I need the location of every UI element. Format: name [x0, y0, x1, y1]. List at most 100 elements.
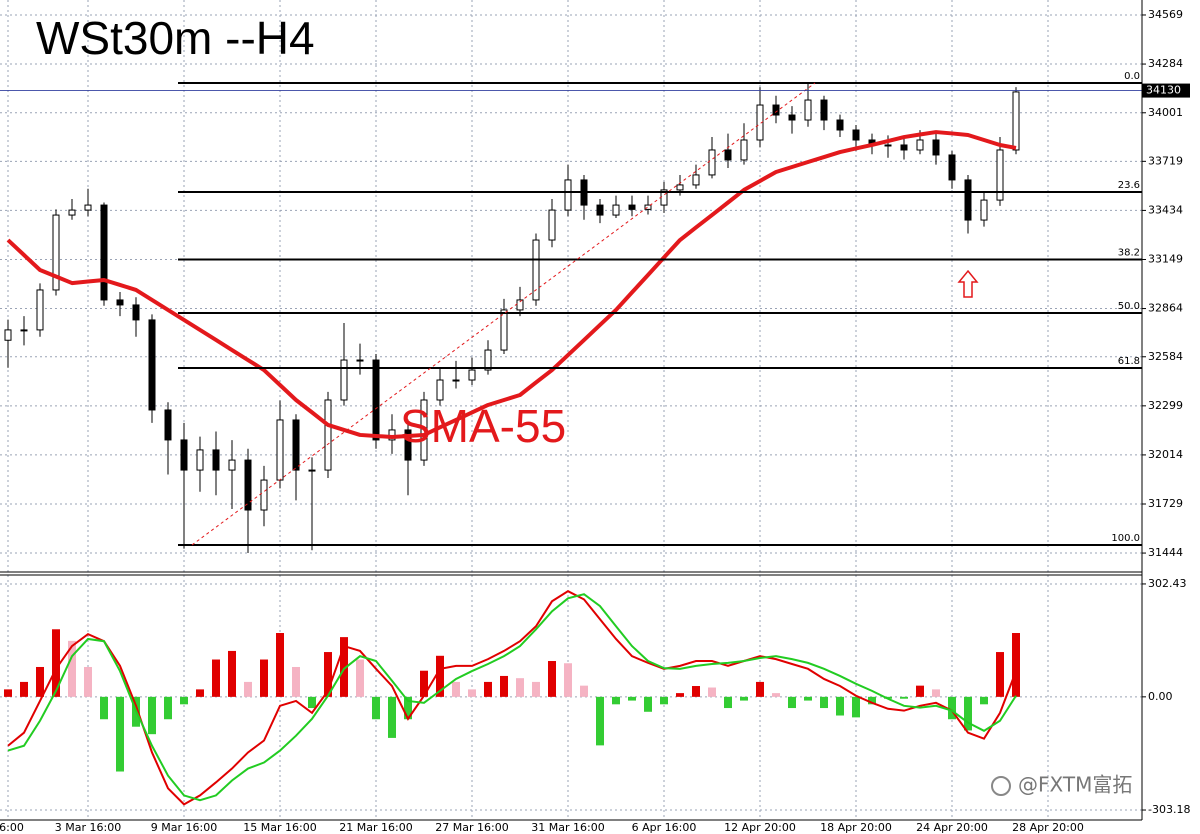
candle-body — [820, 99, 828, 121]
candle-body — [260, 479, 268, 511]
candle-body — [468, 369, 476, 381]
histogram-bar — [260, 659, 268, 697]
candle-body — [212, 449, 220, 471]
histogram-bar — [164, 696, 172, 720]
histogram-bar — [36, 666, 44, 697]
histogram-bar — [564, 663, 572, 697]
histogram-bar — [100, 696, 108, 720]
candle-body — [4, 329, 12, 341]
candle-body — [196, 449, 204, 471]
candle-body — [532, 239, 540, 301]
candle-body — [724, 149, 732, 161]
mark-layer — [0, 81, 1142, 806]
y-tick-label: 0.00 — [1148, 690, 1173, 703]
y-tick-label: 33719 — [1148, 154, 1183, 167]
histogram-bar — [500, 675, 508, 697]
histogram-bar — [308, 696, 316, 709]
indicator-line — [7, 593, 1017, 802]
candle-body — [884, 144, 892, 147]
histogram-bar — [52, 629, 60, 697]
candle-body — [68, 209, 76, 216]
histogram-bar — [324, 652, 332, 697]
x-tick-label: 21 Mar 16:00 — [339, 821, 412, 834]
price-tag-label: 34130 — [1146, 84, 1181, 97]
watermark-icon — [991, 776, 1011, 796]
candle-body — [100, 204, 108, 301]
histogram-bar — [532, 681, 540, 697]
histogram-bar — [212, 659, 220, 697]
fib-label: 100.0 — [1111, 533, 1140, 544]
histogram-bar — [612, 696, 620, 705]
histogram-bar — [372, 696, 380, 720]
histogram-bar — [868, 696, 876, 705]
histogram-bar — [660, 696, 668, 705]
candle-body — [900, 144, 908, 151]
histogram-bar — [68, 640, 76, 697]
candle-body — [356, 359, 364, 362]
candle-body — [340, 359, 348, 401]
candle-body — [740, 139, 748, 161]
y-tick-label: 33149 — [1148, 252, 1183, 265]
candle-body — [180, 439, 188, 471]
candle-body — [372, 359, 380, 441]
candle-body — [612, 204, 620, 216]
histogram-bar — [596, 696, 604, 746]
histogram-bar — [916, 685, 924, 697]
candle-body — [36, 289, 44, 331]
y-tick-label: 32864 — [1148, 302, 1183, 315]
histogram-bar — [292, 666, 300, 697]
candle-body — [148, 319, 156, 411]
histogram-bar — [404, 696, 412, 720]
histogram-bar — [356, 659, 364, 697]
x-tick-label: 31 Mar 16:00 — [531, 821, 604, 834]
fib-label: 0.0 — [1124, 71, 1140, 82]
up-arrow — [957, 269, 979, 298]
y-tick-label: 302.43 — [1148, 577, 1187, 590]
histogram-bar — [980, 696, 988, 705]
histogram-bar — [756, 681, 764, 697]
histogram-bar — [1012, 633, 1020, 697]
histogram-bar — [628, 696, 636, 701]
candle-body — [964, 179, 972, 221]
histogram-bar — [452, 681, 460, 697]
watermark-circle — [991, 776, 1011, 796]
candle-body — [516, 299, 524, 311]
histogram-bar — [804, 696, 812, 701]
candle-body — [20, 329, 28, 332]
candle-body — [596, 204, 604, 216]
histogram-bar — [996, 652, 1004, 697]
x-tick-label: 16:00 — [0, 821, 24, 834]
candle-body — [932, 139, 940, 156]
histogram-bar — [276, 633, 284, 697]
histogram-bar — [516, 678, 524, 697]
candle-body — [948, 154, 956, 181]
x-tick-label: 24 Apr 20:00 — [916, 821, 988, 834]
candle-body — [484, 349, 492, 371]
candle-body — [308, 469, 316, 472]
sma-line — [6, 130, 1017, 440]
histogram-bar — [852, 696, 860, 718]
histogram-bar — [20, 681, 28, 697]
histogram-bar — [676, 693, 684, 697]
candle-body — [676, 184, 684, 191]
indicator-label: SMA-55 — [400, 400, 566, 452]
candle-body — [324, 399, 332, 471]
histogram-bar — [772, 693, 780, 697]
chart-title: WSt30m --H4 — [36, 12, 315, 64]
x-tick-label: 18 Apr 20:00 — [820, 821, 892, 834]
candle-body — [772, 104, 780, 116]
histogram-bar — [708, 687, 716, 697]
histogram-bar — [388, 696, 396, 738]
histogram-bar — [740, 696, 748, 701]
candle-body — [708, 149, 716, 176]
candle-body — [692, 174, 700, 186]
y-tick-label: 32584 — [1148, 350, 1183, 363]
histogram-bar — [484, 681, 492, 697]
histogram-bar — [148, 696, 156, 735]
y-tick-label: 32299 — [1148, 399, 1183, 412]
candle-body — [564, 179, 572, 211]
histogram-bar — [964, 696, 972, 731]
y-tick-label: -303.18 — [1148, 803, 1190, 816]
